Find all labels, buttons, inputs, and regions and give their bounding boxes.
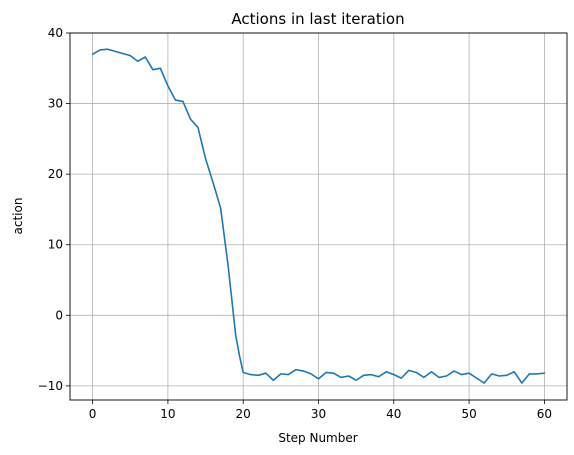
y-tick-label: 0 xyxy=(55,308,63,322)
y-tick-label: 20 xyxy=(48,167,63,181)
x-tick-label: 60 xyxy=(537,407,552,421)
series-line xyxy=(91,48,546,384)
x-axis-label: Step Number xyxy=(278,431,357,445)
x-tick-label: 30 xyxy=(311,407,326,421)
x-tick-label: 50 xyxy=(461,407,476,421)
x-tick-label: 10 xyxy=(160,407,175,421)
y-tick-label: 40 xyxy=(48,26,63,40)
chart-title: Actions in last iteration xyxy=(231,10,404,28)
y-axis-label: action xyxy=(11,198,25,235)
x-tick-label: 20 xyxy=(236,407,251,421)
x-tick-label: 40 xyxy=(386,407,401,421)
y-tick-label: 30 xyxy=(48,97,63,111)
y-tick-label: 10 xyxy=(48,238,63,252)
x-axis-ticks: 0 10 20 30 40 50 60 xyxy=(89,400,552,421)
y-tick-label: −10 xyxy=(38,379,63,393)
grid-lines xyxy=(70,32,567,400)
x-tick-label: 0 xyxy=(89,407,97,421)
y-axis-ticks: −10 0 10 20 30 40 xyxy=(38,26,70,393)
